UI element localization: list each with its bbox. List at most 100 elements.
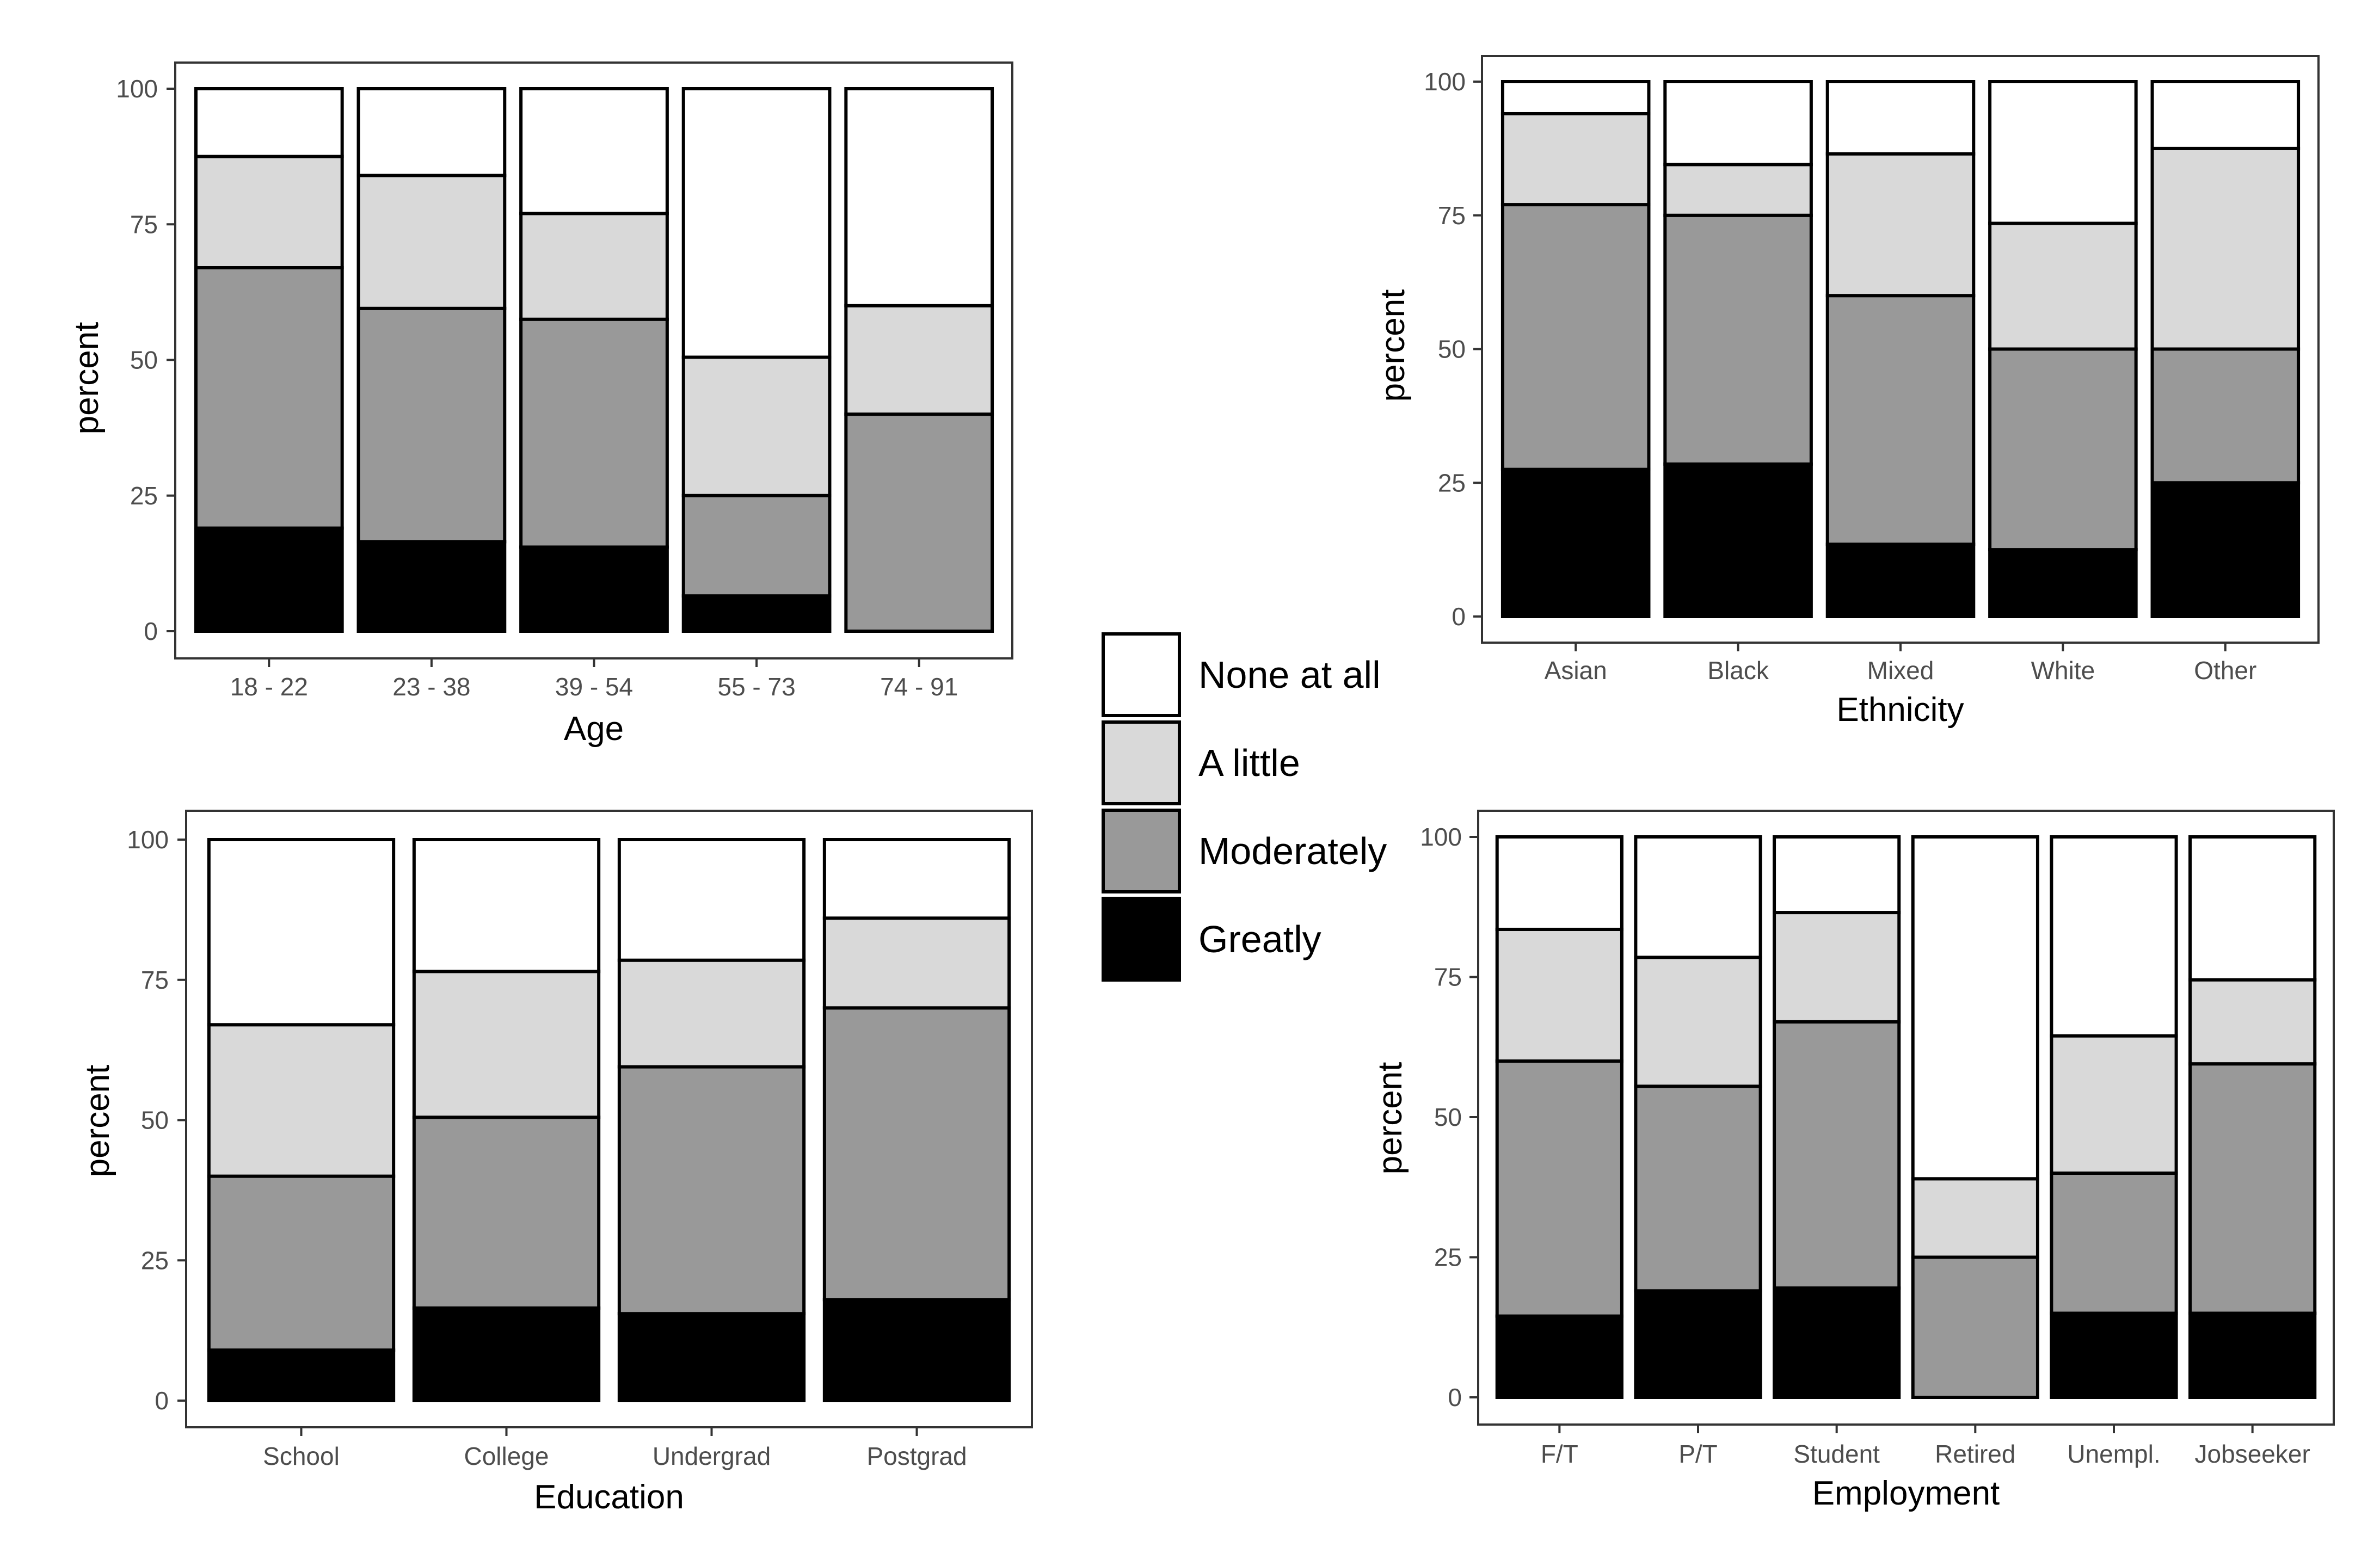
education-x-axis-label: Education — [534, 1478, 684, 1516]
employment-xtick-label: Unempl. — [2067, 1440, 2160, 1468]
age-xtick-label: 55 - 73 — [717, 673, 795, 701]
education-bar-college-a-little — [412, 970, 601, 1119]
ethnicity-ytick-label: 75 — [1438, 201, 1466, 230]
employment-ytick-label: 100 — [1420, 823, 1462, 851]
ethnicity-bar-black-none-at-all — [1663, 80, 1813, 167]
age-bar-23-38-greatly — [356, 540, 507, 633]
employment-bar-unempl-greatly — [2050, 1311, 2178, 1399]
ethnicity-bar-black-a-little — [1663, 163, 1813, 217]
employment-bar-student-none-at-all — [1773, 835, 1901, 915]
age-bar-39-54-a-little — [519, 212, 669, 321]
legend-key-none-at-all — [1102, 632, 1181, 717]
chart-panel-employment: 0 25 50 75 100 percent F/T P/T Student Retired Une… — [1372, 810, 2335, 1512]
age-bar-39-54-none-at-all — [519, 87, 669, 215]
legend: None at all A little Moderately Greatly — [1102, 632, 1387, 982]
ethnicity-x-axis-label: Ethnicity — [1836, 691, 1964, 729]
ethnicity-bar-asian-moderately — [1500, 203, 1651, 471]
age-bar-55-73-a-little — [681, 355, 832, 497]
employment-bar-unempl-moderately — [2050, 1172, 2178, 1315]
employment-bar-f-t-greatly — [1495, 1314, 1623, 1399]
education-bar-school-greatly — [207, 1348, 396, 1402]
ethnicity-ytick-label: 100 — [1424, 67, 1466, 96]
age-ytick-label: 25 — [130, 482, 158, 510]
employment-bar-f-t-a-little — [1495, 927, 1623, 1063]
ethnicity-bar-white-a-little — [1988, 221, 2138, 351]
ethnicity-ytick-label: 0 — [1452, 602, 1466, 631]
employment-xtick-label: Jobseeker — [2195, 1440, 2310, 1468]
legend-label-greatly: Greatly — [1198, 918, 1321, 960]
legend-label-none-at-all: None at all — [1198, 654, 1381, 696]
employment-xtick-label: P/T — [1678, 1440, 1718, 1468]
education-bar-undergrad-moderately — [617, 1065, 806, 1316]
age-bar-74-91-a-little — [844, 304, 994, 416]
age-bar-23-38-a-little — [356, 174, 507, 310]
employment-ytick-label: 25 — [1434, 1243, 1462, 1272]
legend-key-moderately — [1102, 809, 1181, 893]
employment-bar-p-t-a-little — [1634, 956, 1762, 1088]
employment-ytick-label: 75 — [1434, 963, 1462, 991]
ethnicity-bar-mixed-none-at-all — [1825, 80, 1976, 156]
age-bar-18-22-greatly — [194, 526, 344, 633]
age-ytick-label: 50 — [130, 346, 158, 374]
education-bar-school-moderately — [207, 1174, 396, 1352]
education-ytick-label: 25 — [141, 1246, 169, 1274]
education-xtick-label: School — [263, 1442, 340, 1470]
age-x-axis-label: Age — [564, 710, 624, 748]
ethnicity-xtick-label: White — [2031, 656, 2095, 685]
employment-bar-f-t-moderately — [1495, 1059, 1623, 1318]
ethnicity-xtick-label: Asian — [1545, 656, 1607, 685]
employment-bar-jobseeker-greatly — [2188, 1311, 2317, 1399]
employment-bar-student-greatly — [1773, 1286, 1901, 1399]
employment-y-axis-label: percent — [1372, 1062, 1409, 1175]
education-bar-undergrad-a-little — [617, 958, 806, 1069]
age-bar-18-22-moderately — [194, 266, 344, 530]
education-bar-undergrad-none-at-all — [617, 838, 806, 962]
ethnicity-bar-other-moderately — [2150, 347, 2301, 485]
education-xtick-label: Postgrad — [866, 1442, 967, 1470]
age-bar-23-38-moderately — [356, 306, 507, 544]
ethnicity-bar-other-a-little — [2150, 146, 2301, 351]
ethnicity-bar-mixed-moderately — [1825, 294, 1976, 546]
age-y-axis-label: percent — [68, 322, 106, 435]
employment-xtick-label: Student — [1793, 1440, 1880, 1468]
age-bar-74-91-none-at-all — [844, 87, 994, 307]
employment-bar-p-t-none-at-all — [1634, 835, 1762, 959]
education-y-axis-label: percent — [79, 1065, 116, 1178]
employment-xtick-label: F/T — [1541, 1440, 1578, 1468]
age-ytick-label: 0 — [144, 617, 158, 645]
age-bar-39-54-greatly — [519, 545, 669, 633]
education-xtick-label: Undergrad — [653, 1442, 771, 1470]
ethnicity-bar-asian-none-at-all — [1500, 80, 1651, 115]
ethnicity-bar-white-moderately — [1988, 347, 2138, 552]
education-bar-undergrad-greatly — [617, 1312, 806, 1403]
employment-x-axis-label: Employment — [1812, 1475, 2000, 1512]
education-ytick-label: 50 — [141, 1106, 169, 1135]
employment-bar-jobseeker-a-little — [2188, 978, 2317, 1066]
age-ytick-label: 75 — [130, 210, 158, 238]
employment-bar-jobseeker-none-at-all — [2188, 835, 2317, 982]
ethnicity-xtick-label: Mixed — [1867, 656, 1934, 685]
education-ytick-label: 0 — [155, 1386, 169, 1415]
employment-bar-unempl-a-little — [2050, 1034, 2178, 1175]
age-bar-18-22-none-at-all — [194, 87, 344, 158]
employment-bar-student-moderately — [1773, 1020, 1901, 1290]
age-bar-55-73-none-at-all — [681, 87, 832, 359]
age-bar-74-91-moderately — [844, 412, 994, 633]
education-bar-postgrad-a-little — [822, 916, 1011, 1010]
ethnicity-y-axis-label: percent — [1374, 289, 1412, 402]
age-bar-23-38-none-at-all — [356, 87, 507, 177]
ethnicity-ytick-label: 50 — [1438, 335, 1466, 363]
employment-bar-retired-none-at-all — [1911, 835, 2039, 1181]
chart-panel-education: 0 25 50 75 100 percent School College Undergrad P… — [79, 810, 1033, 1516]
employment-ytick-label: 50 — [1434, 1103, 1462, 1131]
education-bar-college-none-at-all — [412, 838, 601, 973]
age-xtick-label: 39 - 54 — [555, 673, 633, 701]
ethnicity-bar-white-greatly — [1988, 548, 2138, 618]
chart-panel-ethnicity: 0 25 50 75 100 percent Asian Black Mixed White Oth… — [1374, 55, 2320, 729]
ethnicity-bar-mixed-a-little — [1825, 152, 1976, 298]
education-xtick-label: College — [464, 1442, 549, 1470]
education-ytick-label: 75 — [141, 966, 169, 994]
ethnicity-bar-black-greatly — [1663, 462, 1813, 618]
age-ytick-label: 100 — [116, 75, 158, 103]
